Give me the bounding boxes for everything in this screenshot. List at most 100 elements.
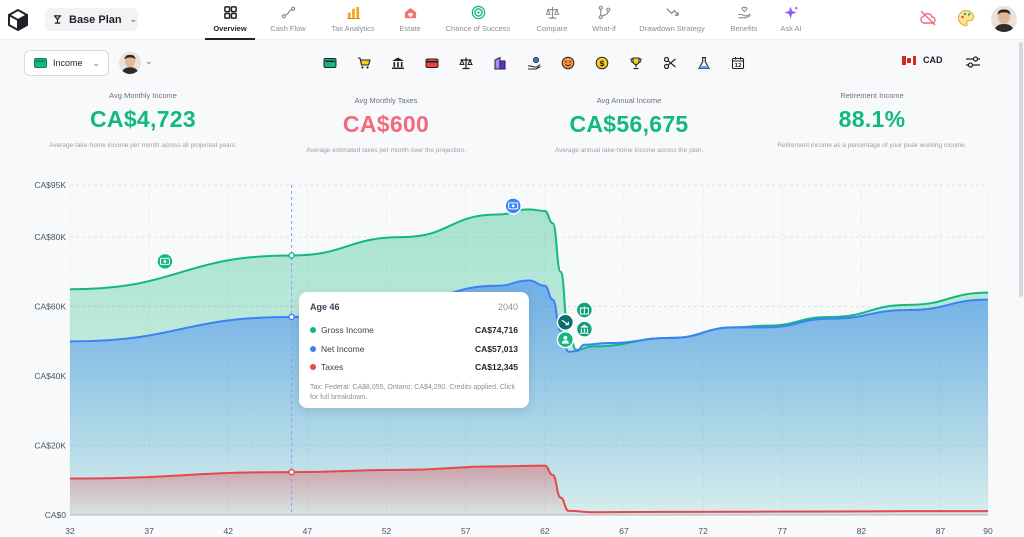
event-marker[interactable] <box>504 197 522 215</box>
page-scrollbar[interactable] <box>1019 42 1023 297</box>
tab-compare[interactable]: Compare <box>521 0 583 40</box>
event-marker[interactable] <box>556 330 575 349</box>
plan-selector[interactable]: Base Plan ⌄ <box>45 8 138 31</box>
metric-description: Average estimated taxes per month over t… <box>306 147 466 154</box>
category-simulations[interactable] <box>687 54 721 72</box>
tab-what-if[interactable]: What-if <box>583 0 625 40</box>
category-spending[interactable] <box>347 54 381 72</box>
category-investments[interactable]: $ <box>585 54 619 72</box>
tooltip-row-label: Net Income <box>321 343 365 354</box>
toolbar: Income ⌄ ⌄ $ 12 CAD <box>0 41 1024 85</box>
branch-icon <box>598 5 610 20</box>
currency-selector[interactable]: CAD <box>902 55 943 65</box>
user-avatar[interactable] <box>991 6 1017 32</box>
building-icon <box>494 56 506 70</box>
event-marker[interactable] <box>556 313 575 331</box>
metric-label: Avg Monthly Income <box>109 91 177 100</box>
tooltip-row-gross-income: Gross Income CA$74,716 <box>310 321 518 340</box>
y-tick-label: CA$60K <box>34 302 66 312</box>
tab-drawdown-strategy[interactable]: Drawdown Strategy <box>625 0 719 40</box>
line-taxes <box>69 464 988 514</box>
category-cash[interactable] <box>313 54 347 72</box>
currency-code: CAD <box>923 55 943 65</box>
tooltip-row-label: Gross Income <box>321 325 374 336</box>
metric-value: CA$600 <box>342 111 430 137</box>
view-select[interactable]: Income ⌄ <box>24 50 109 76</box>
tab-label: Drawdown Strategy <box>639 24 705 33</box>
income-chart[interactable]: CA$0 CA$20K CA$40K CA$60K CA$80K CA$95K 32 37 42… <box>0 176 1024 537</box>
metric-description: Average take-home income per month acros… <box>49 142 237 149</box>
tab-label: Benefits <box>730 24 758 33</box>
tooltip-row-value: CA$12,345 <box>474 362 518 373</box>
metric-value: CA$56,675 <box>569 111 689 137</box>
metric-label: Retirement Income <box>840 91 904 100</box>
event-marker[interactable] <box>156 252 174 271</box>
metric-avg-annual-income: Avg Annual Income CA$56,675 Average annu… <box>519 96 739 157</box>
metric-description: Retirement income as a percentage of you… <box>777 142 967 149</box>
cash-icon <box>323 58 337 68</box>
sliders-icon[interactable] <box>965 55 981 69</box>
plan-icon <box>53 15 62 24</box>
hover-point-net-income <box>288 313 295 321</box>
tab-chance-of-success[interactable]: Chance of Success <box>435 0 521 40</box>
chart-tooltip[interactable]: Age 46 2040 Gross Income CA$74,716 Net I… <box>299 292 529 408</box>
legend-dot <box>310 327 316 334</box>
category-lifestyle[interactable] <box>551 54 585 72</box>
tab-cash-flow[interactable]: Cash Flow <box>255 0 321 40</box>
person-avatar[interactable] <box>119 52 141 74</box>
tab-tax-analytics[interactable]: Tax Analytics <box>321 0 385 40</box>
chart-areas <box>70 209 988 515</box>
flask-icon <box>698 56 710 70</box>
chart-event-markers <box>156 197 594 349</box>
tab-benefits[interactable]: Benefits <box>719 0 769 40</box>
category-goals[interactable] <box>619 54 653 72</box>
top-navigation: Base Plan ⌄ Overview Cash Flow Tax Analy… <box>0 0 1024 40</box>
tab-overview[interactable]: Overview <box>205 0 255 40</box>
x-tick-label: 90 <box>983 526 993 536</box>
category-income[interactable] <box>517 54 551 72</box>
metric-avg-monthly-income: Avg Monthly Income CA$4,723 Average take… <box>33 91 253 152</box>
palette-icon[interactable] <box>957 9 975 27</box>
chart-hover-indicator <box>288 185 295 515</box>
metric-retirement-income: Retirement Income 88.1% Retirement incom… <box>762 91 982 152</box>
scale-icon <box>545 6 559 19</box>
tab-label: Cash Flow <box>270 24 306 33</box>
category-debts[interactable] <box>415 54 449 72</box>
tab-ask-ai[interactable]: Ask AI <box>769 0 813 40</box>
bank-icon <box>579 324 589 334</box>
gift-icon <box>579 306 589 315</box>
chevron-down-icon[interactable]: ⌄ <box>145 56 153 66</box>
metric-label: Avg Annual Income <box>596 96 662 105</box>
tab-label: Tax Analytics <box>331 24 375 33</box>
tooltip-title: Age 46 <box>310 302 340 312</box>
cloud-off-icon[interactable] <box>919 9 937 27</box>
cash-icon <box>34 58 47 68</box>
event-marker[interactable] <box>575 320 594 338</box>
app-logo-icon[interactable] <box>8 9 28 31</box>
x-tick-label: 52 <box>382 526 392 536</box>
event-marker[interactable] <box>575 301 594 319</box>
nav-tabs: Overview Cash Flow Tax Analytics Estate … <box>205 0 813 40</box>
tooltip-row-value: CA$57,013 <box>474 343 518 354</box>
scissors-icon <box>663 56 676 70</box>
x-tick-label: 77 <box>778 526 788 536</box>
bank-icon <box>392 57 404 69</box>
calendar-icon: 12 <box>731 57 745 70</box>
y-tick-label: CA$80K <box>34 232 66 242</box>
cart-icon <box>358 57 371 69</box>
area-taxes <box>70 465 988 515</box>
category-expenses[interactable] <box>653 54 687 72</box>
y-tick-label: CA$0 <box>45 510 67 520</box>
category-legal[interactable] <box>449 54 483 72</box>
tab-estate[interactable]: Estate <box>385 0 435 40</box>
category-timeline[interactable]: 12 <box>721 54 755 72</box>
metric-value: 88.1% <box>838 106 906 132</box>
y-tick-label: CA$95K <box>34 180 66 190</box>
x-tick-label: 87 <box>936 526 946 536</box>
category-accounts[interactable] <box>381 54 415 72</box>
arrow-icon <box>561 319 570 326</box>
category-property[interactable] <box>483 54 517 72</box>
tooltip-row-value: CA$74,716 <box>474 325 518 336</box>
svg-text:$: $ <box>599 59 605 68</box>
tab-label: Estate <box>399 24 421 33</box>
